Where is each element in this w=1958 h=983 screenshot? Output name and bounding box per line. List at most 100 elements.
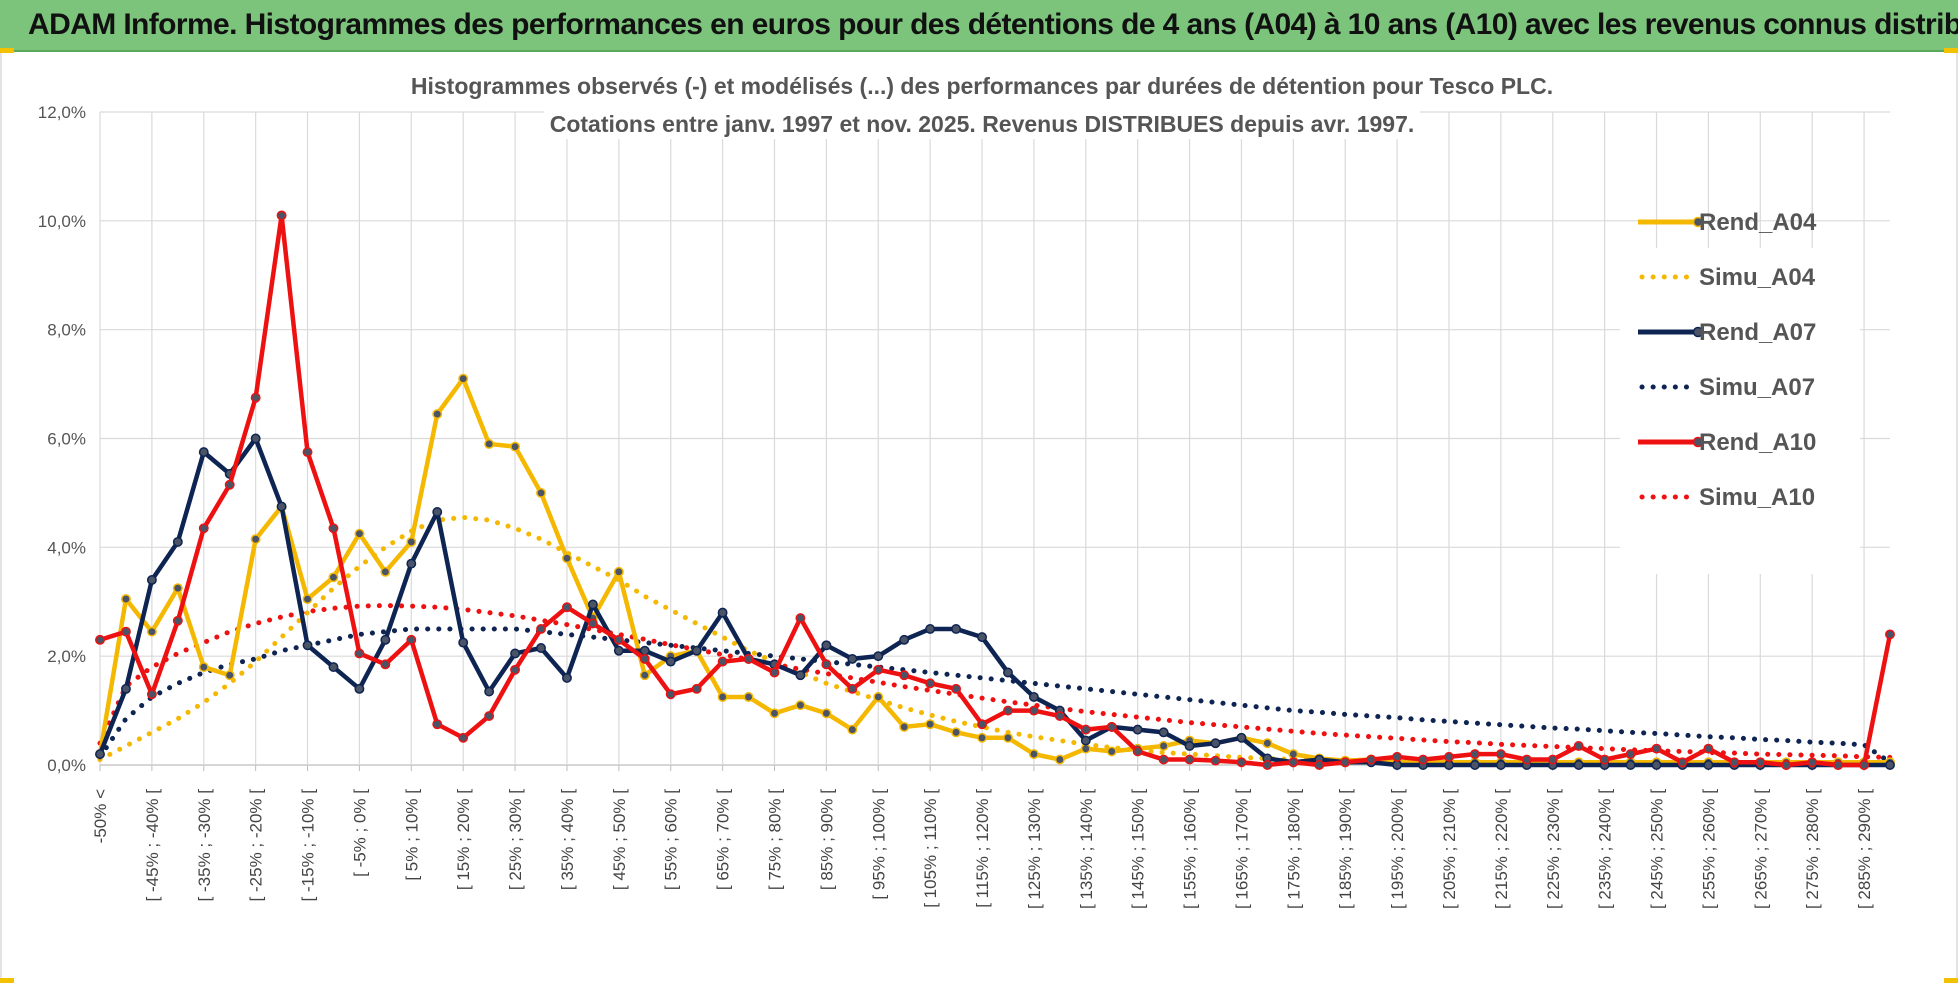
data-point bbox=[1833, 760, 1844, 770]
x-tick-label: [ 155% ; 160% [ bbox=[1181, 789, 1200, 909]
x-tick-label: [ 255% ; 260% [ bbox=[1699, 789, 1718, 909]
data-point bbox=[1288, 749, 1299, 760]
data-point bbox=[510, 664, 521, 675]
data-point bbox=[1236, 757, 1247, 768]
data-point bbox=[354, 683, 365, 694]
data-point bbox=[406, 634, 417, 645]
data-point bbox=[717, 692, 728, 702]
data-point bbox=[1158, 727, 1169, 738]
data-point bbox=[562, 602, 572, 613]
data-point bbox=[1340, 757, 1351, 768]
x-tick-label: [ 195% ; 200% [ bbox=[1388, 789, 1407, 909]
data-point bbox=[536, 624, 546, 634]
data-point bbox=[795, 670, 806, 681]
data-point bbox=[198, 447, 209, 458]
x-tick-label: [ 185% ; 190% [ bbox=[1336, 789, 1355, 909]
data-point bbox=[146, 689, 157, 700]
legend-marker bbox=[1692, 216, 1704, 228]
data-point bbox=[1625, 749, 1636, 760]
x-tick-label: [ 245% ; 250% [ bbox=[1648, 789, 1667, 909]
legend-entry: Simu_A07 bbox=[1699, 374, 1815, 401]
x-tick-label: [ -45% ; -40% [ bbox=[143, 789, 162, 902]
series-simu-a04 bbox=[97, 514, 1893, 767]
data-point bbox=[1028, 749, 1039, 760]
series-rend-a10 bbox=[95, 210, 1895, 770]
series-line bbox=[97, 514, 1893, 767]
x-tick-label: [ 105% ; 110% [ bbox=[921, 789, 940, 908]
data-point bbox=[458, 732, 469, 743]
data-point bbox=[899, 670, 910, 681]
data-point bbox=[1080, 724, 1091, 735]
data-point bbox=[172, 615, 183, 626]
corner-marker bbox=[1944, 978, 1958, 983]
data-point bbox=[821, 659, 832, 670]
data-point bbox=[951, 727, 962, 738]
performance-histogram-chart: 0,0% 2,0% 4,0% 6,0% 8,0% 10,0% 12,0% -50% < [ -4… bbox=[38, 71, 1895, 909]
x-tick-label: [ 55% ; 60% [ bbox=[662, 789, 681, 890]
legend-background bbox=[1620, 248, 1860, 574]
legend-marker bbox=[1692, 436, 1704, 448]
data-point bbox=[925, 678, 936, 689]
data-point bbox=[1444, 760, 1454, 770]
series-line bbox=[97, 626, 1893, 765]
data-point bbox=[717, 656, 728, 667]
data-point bbox=[899, 721, 910, 732]
data-point bbox=[328, 572, 339, 583]
chart-frame: 0,0% 2,0% 4,0% 6,0% 8,0% 10,0% 12,0% -50% < [ -4… bbox=[0, 52, 1958, 983]
data-point bbox=[276, 501, 287, 512]
x-tick-label: [ 275% ; 280% [ bbox=[1803, 789, 1822, 909]
data-point bbox=[639, 670, 650, 681]
data-point bbox=[899, 634, 910, 645]
data-point bbox=[1392, 751, 1403, 762]
y-tick-label: 12,0% bbox=[38, 103, 86, 122]
data-point bbox=[873, 651, 884, 662]
data-point bbox=[354, 648, 365, 659]
x-tick-label: [ 5% ; 10% [ bbox=[402, 789, 421, 881]
data-point bbox=[1495, 749, 1506, 760]
data-point bbox=[302, 447, 313, 458]
data-point bbox=[250, 534, 261, 545]
data-point bbox=[1106, 746, 1117, 757]
data-point bbox=[380, 634, 391, 645]
data-point bbox=[432, 719, 443, 730]
data-point bbox=[1547, 754, 1558, 765]
data-point bbox=[406, 558, 417, 569]
data-point bbox=[510, 441, 521, 452]
data-point bbox=[458, 637, 469, 648]
data-point bbox=[250, 433, 261, 444]
data-point bbox=[1807, 757, 1818, 768]
x-tick-label: [ 165% ; 170% [ bbox=[1232, 789, 1251, 909]
data-point bbox=[665, 689, 676, 700]
data-point bbox=[1236, 732, 1247, 743]
series-line bbox=[97, 603, 1893, 760]
data-point bbox=[795, 700, 806, 711]
data-point bbox=[1599, 754, 1610, 765]
data-point bbox=[1651, 760, 1662, 770]
x-tick-label: [ 85% ; 90% [ bbox=[817, 789, 836, 890]
data-point bbox=[925, 624, 936, 634]
data-point bbox=[1132, 724, 1143, 735]
data-point bbox=[1469, 749, 1480, 760]
data-point bbox=[120, 626, 131, 637]
data-point bbox=[562, 553, 572, 564]
data-point bbox=[1651, 743, 1662, 754]
data-point bbox=[1392, 760, 1403, 770]
data-point bbox=[562, 672, 572, 683]
data-point bbox=[198, 523, 209, 534]
data-point bbox=[484, 711, 495, 721]
data-point bbox=[276, 210, 287, 221]
data-point bbox=[1210, 738, 1221, 749]
data-point bbox=[406, 536, 417, 547]
data-point bbox=[1158, 754, 1169, 765]
data-point bbox=[95, 634, 105, 645]
data-point bbox=[1573, 741, 1584, 751]
data-point bbox=[1003, 732, 1013, 743]
legend-marker bbox=[1692, 326, 1704, 338]
data-point bbox=[795, 613, 806, 624]
report-title: ADAM Informe. Histogrammes des performan… bbox=[28, 8, 1958, 41]
x-tick-label: [ 115% ; 120% [ bbox=[973, 789, 992, 908]
x-tick-label: [ 265% ; 270% [ bbox=[1751, 789, 1770, 909]
corner-marker bbox=[1944, 48, 1958, 53]
data-point bbox=[691, 683, 702, 694]
data-point bbox=[146, 575, 157, 585]
